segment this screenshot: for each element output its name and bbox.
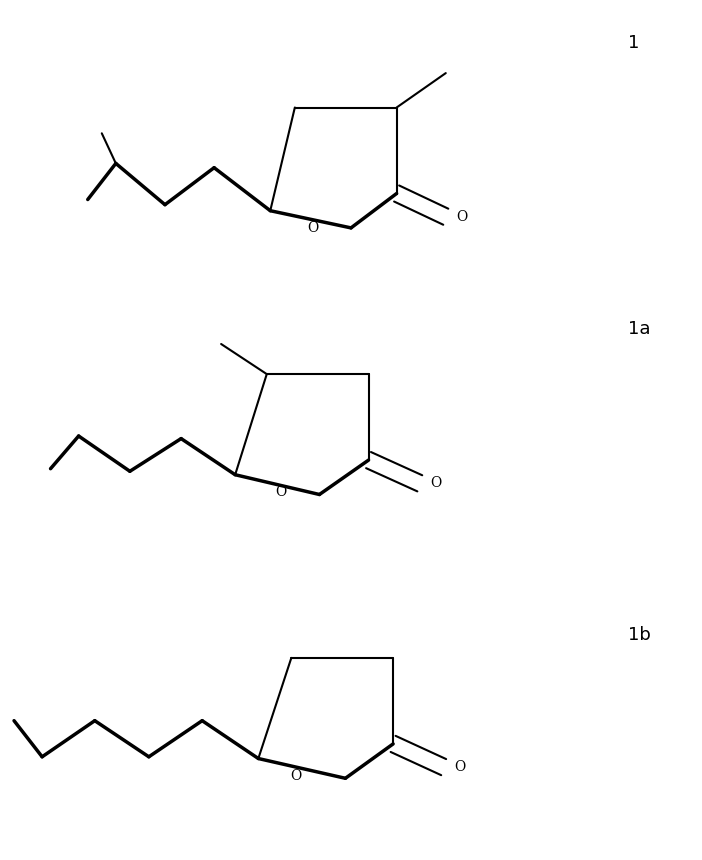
Text: O: O [456,210,468,224]
Text: O: O [454,760,465,774]
Text: 1a: 1a [628,320,651,337]
Text: 1b: 1b [628,626,651,643]
Text: O: O [275,485,286,499]
Text: O: O [291,769,302,783]
Text: 1: 1 [628,34,640,52]
Text: O: O [307,221,318,235]
Text: O: O [430,476,442,490]
